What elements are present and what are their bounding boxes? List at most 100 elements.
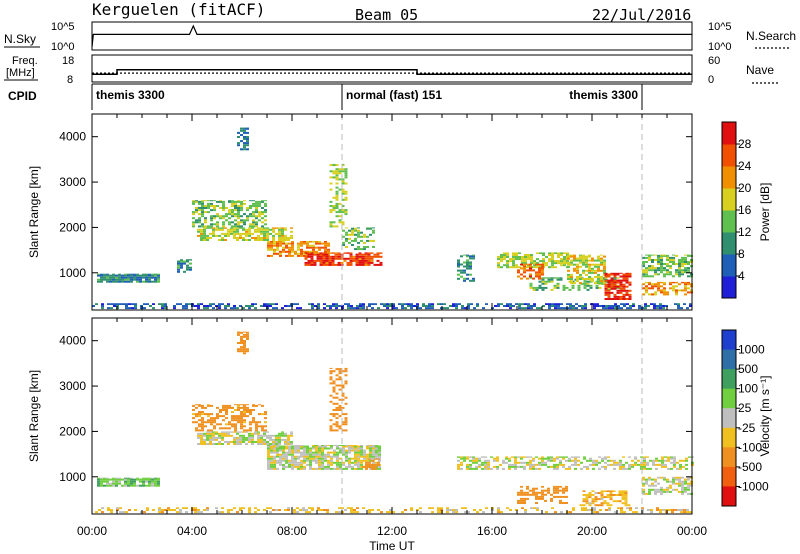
heatmap-cell bbox=[304, 257, 308, 260]
heatmap-cell bbox=[192, 211, 195, 214]
freq-label: Freq. bbox=[12, 55, 38, 67]
heatmap-cell bbox=[251, 303, 254, 305]
heatmap-cell bbox=[309, 250, 312, 253]
heatmap-cell bbox=[351, 229, 354, 232]
heatmap-cell bbox=[680, 509, 683, 511]
heatmap-cell bbox=[684, 486, 687, 489]
heatmap-cell bbox=[335, 417, 339, 420]
heatmap-cell bbox=[619, 463, 622, 466]
heatmap-cell bbox=[557, 307, 560, 310]
heatmap-cell bbox=[278, 234, 281, 237]
heatmap-cell bbox=[300, 248, 303, 251]
heatmap-cell bbox=[669, 486, 672, 489]
heatmap-cell bbox=[318, 457, 321, 460]
heatmap-cell bbox=[620, 511, 623, 514]
heatmap-cell bbox=[463, 269, 466, 272]
heatmap-cell bbox=[676, 461, 679, 464]
heatmap-cell bbox=[329, 225, 333, 228]
heatmap-cell bbox=[586, 459, 589, 462]
heatmap-cell bbox=[503, 258, 506, 261]
heatmap-cell bbox=[332, 303, 335, 305]
heatmap-cell bbox=[297, 451, 300, 454]
heatmap-cell bbox=[618, 490, 622, 492]
heatmap-cell bbox=[538, 269, 541, 272]
heatmap-cell bbox=[657, 267, 660, 270]
heatmap-cell bbox=[216, 200, 219, 203]
heatmap-cell bbox=[419, 511, 422, 514]
heatmap-cell bbox=[318, 461, 321, 464]
heatmap-cell bbox=[333, 451, 336, 454]
station-title: Kerguelen (fitACF) bbox=[92, 0, 265, 19]
heatmap-cell bbox=[233, 305, 236, 307]
heatmap-cell bbox=[227, 234, 230, 237]
heatmap-cell bbox=[182, 507, 185, 509]
heatmap-cell bbox=[401, 307, 404, 310]
heatmap-cell bbox=[240, 200, 243, 203]
heatmap-cell bbox=[236, 232, 239, 235]
heatmap-cell bbox=[634, 456, 637, 458]
heatmap-cell bbox=[660, 285, 663, 288]
heatmap-cell bbox=[234, 417, 237, 420]
heatmap-cell bbox=[225, 215, 228, 218]
heatmap-cell bbox=[559, 461, 562, 464]
heatmap-cell bbox=[255, 225, 258, 228]
heatmap-cell bbox=[290, 432, 293, 435]
heatmap-cell bbox=[607, 293, 611, 296]
heatmap-cell bbox=[378, 455, 381, 458]
heatmap-cell bbox=[213, 419, 216, 422]
heatmap-cell bbox=[598, 286, 602, 289]
heatmap-cell bbox=[243, 346, 246, 349]
heatmap-cell bbox=[308, 303, 311, 305]
heatmap-cell bbox=[335, 425, 339, 428]
heatmap-cell bbox=[312, 246, 315, 249]
heatmap-cell bbox=[469, 467, 472, 470]
heatmap-cell bbox=[333, 445, 336, 446]
heatmap-cell bbox=[281, 438, 284, 441]
heatmap-cell bbox=[568, 465, 571, 468]
heatmap-cell bbox=[548, 260, 551, 263]
heatmap-cell bbox=[526, 491, 529, 494]
velocity-range-axis-label: Slant Range [km] bbox=[27, 370, 41, 462]
heatmap-cell bbox=[497, 258, 500, 261]
heatmap-cell bbox=[118, 278, 121, 281]
heatmap-cell bbox=[288, 447, 291, 450]
heatmap-cell bbox=[331, 255, 335, 258]
heatmap-cell bbox=[595, 461, 598, 464]
heatmap-cell bbox=[345, 465, 348, 468]
heatmap-cell bbox=[210, 223, 213, 226]
power-colorbar-swatch bbox=[722, 188, 736, 211]
heatmap-cell bbox=[533, 303, 536, 305]
heatmap-cell bbox=[422, 303, 425, 305]
heatmap-cell bbox=[613, 273, 617, 276]
heatmap-cell bbox=[291, 241, 294, 243]
heatmap-cell bbox=[351, 233, 354, 236]
heatmap-cell bbox=[460, 275, 463, 278]
heatmap-cell bbox=[329, 188, 333, 191]
power-colorbar-tick-label: 4 bbox=[738, 269, 745, 283]
heatmap-cell bbox=[307, 253, 311, 256]
heatmap-cell bbox=[209, 432, 212, 435]
heatmap-cell bbox=[461, 507, 464, 509]
heatmap-cell bbox=[532, 489, 535, 492]
heatmap-cell bbox=[532, 288, 536, 291]
heatmap-cell bbox=[582, 271, 585, 274]
heatmap-cell bbox=[660, 490, 663, 493]
heatmap-cell bbox=[586, 288, 590, 291]
heatmap-cell bbox=[625, 273, 629, 276]
heatmap-cell bbox=[475, 461, 478, 464]
heatmap-cell bbox=[288, 248, 291, 251]
heatmap-cell bbox=[310, 261, 314, 264]
heatmap-cell bbox=[327, 244, 330, 247]
heatmap-cell bbox=[264, 223, 267, 226]
heatmap-cell bbox=[312, 459, 315, 462]
heatmap-cell bbox=[683, 509, 686, 511]
heatmap-cell bbox=[341, 406, 345, 409]
heatmap-cell bbox=[107, 507, 110, 509]
heatmap-cell bbox=[529, 467, 532, 470]
power-colorbar-swatch bbox=[722, 166, 736, 189]
heatmap-cell bbox=[553, 463, 556, 466]
heatmap-cell bbox=[318, 242, 321, 245]
heatmap-cell bbox=[248, 434, 251, 437]
heatmap-cell bbox=[556, 465, 559, 468]
heatmap-cell bbox=[560, 307, 563, 310]
